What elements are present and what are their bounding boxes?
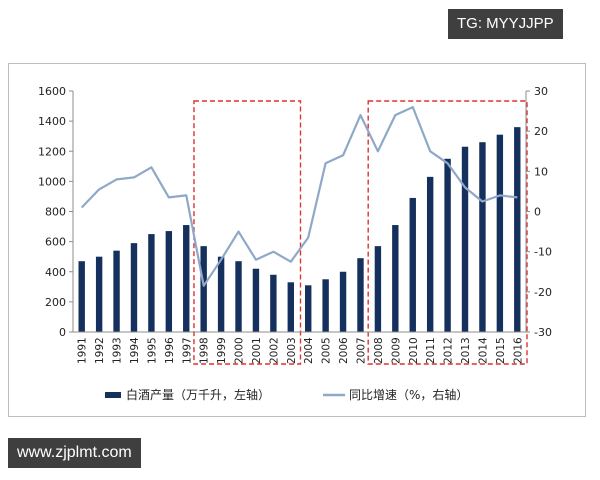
bar-2000 [235, 261, 242, 332]
left-tick-label: 800 [45, 206, 66, 219]
axes: 02004006008001000120014001600-30-20-1001… [38, 85, 552, 364]
legend: 白酒产量（万千升，左轴） 同比增速（%，右轴） [105, 387, 468, 402]
right-tick-label: -30 [534, 326, 552, 339]
bar-1998 [200, 246, 207, 332]
legend-label-growth: 同比增速（%，右轴） [349, 387, 468, 402]
x-tick-label: 2009 [390, 337, 402, 364]
bar-2015 [496, 134, 504, 332]
x-tick-label: 2003 [286, 337, 298, 364]
x-tick-label: 1996 [164, 337, 176, 364]
highlight-box-1 [193, 100, 302, 365]
legend-label-production: 白酒产量（万千升，左轴） [126, 387, 270, 402]
bar-2009 [392, 225, 399, 332]
growth-line [80, 105, 518, 287]
left-tick-label: 1400 [38, 115, 66, 128]
bar-2013 [461, 146, 469, 332]
bar-2002 [270, 274, 277, 332]
watermark-top: TG: MYYJJPP [448, 9, 563, 39]
bar-1991 [78, 261, 85, 332]
left-tick-label: 0 [59, 326, 66, 339]
bars [78, 127, 521, 333]
x-tick-label: 2008 [373, 337, 385, 364]
left-tick-label: 1200 [38, 145, 66, 158]
bar-2016 [514, 127, 521, 333]
right-tick-label: -10 [534, 246, 552, 259]
bar-1992 [95, 256, 103, 332]
x-tick-label: 2006 [338, 337, 350, 364]
right-tick-label: 10 [534, 165, 548, 178]
bar-2005 [322, 279, 329, 332]
bar-1995 [148, 234, 155, 332]
chart: 02004006008001000120014001600-30-20-1001… [38, 85, 552, 402]
bar-2001 [252, 268, 260, 332]
x-tick-label: 2016 [512, 337, 524, 364]
right-tick-label: -20 [534, 286, 552, 299]
x-tick-label: 2007 [355, 337, 367, 364]
bar-1993 [113, 250, 120, 332]
right-tick-label: 30 [534, 85, 548, 98]
bar-2006 [339, 271, 347, 332]
left-tick-label: 1000 [38, 175, 66, 188]
x-tick-label: 1999 [216, 337, 228, 364]
x-tick-label: 1998 [199, 337, 211, 364]
bar-2004 [305, 285, 312, 332]
left-tick-label: 1600 [38, 85, 66, 98]
x-tick-label: 2015 [495, 337, 507, 364]
x-tick-label: 2004 [303, 337, 315, 364]
growth-line-path [80, 105, 518, 287]
legend-swatch-production [105, 392, 121, 398]
left-tick-label: 600 [45, 236, 66, 249]
x-tick-label: 1995 [146, 337, 158, 364]
left-tick-label: 400 [45, 266, 66, 279]
bar-1997 [183, 225, 190, 332]
x-tick-label: 2013 [460, 337, 472, 364]
right-tick-label: 0 [534, 206, 541, 219]
x-tick-label: 2001 [251, 337, 263, 364]
x-tick-label: 2012 [443, 337, 455, 364]
bar-2008 [374, 246, 382, 332]
x-tick-label: 2000 [234, 337, 246, 364]
x-tick-label: 2014 [477, 337, 489, 364]
x-tick-label: 2005 [321, 337, 333, 364]
x-tick-label: 1992 [94, 337, 106, 364]
bar-2014 [479, 142, 486, 332]
bar-2010 [409, 197, 416, 332]
x-tick-label: 1994 [129, 337, 141, 364]
x-tick-label: 1991 [77, 337, 89, 364]
highlight-box-2 [367, 100, 528, 365]
x-tick-label: 2010 [408, 337, 420, 364]
bar-2012 [444, 158, 451, 332]
bar-2011 [426, 176, 434, 332]
bar-2007 [357, 258, 364, 332]
chart-frame: 0 200 400 600 800 1000 1200 1400 1600 -30 -20 -10 0 1… [8, 63, 586, 417]
bar-1994 [130, 243, 138, 332]
x-tick-label: 2011 [425, 337, 437, 364]
left-tick-label: 200 [45, 296, 66, 309]
right-tick-label: 20 [534, 125, 548, 138]
x-tick-label: 2002 [268, 337, 280, 364]
bar-1996 [165, 231, 173, 332]
bar-2003 [287, 282, 294, 332]
x-tick-label: 1997 [181, 337, 193, 364]
x-tick-label: 1993 [112, 337, 124, 364]
bar-1999 [217, 256, 225, 332]
highlight-boxes [193, 100, 528, 365]
watermark-bottom: www.zjplmt.com [8, 438, 141, 468]
